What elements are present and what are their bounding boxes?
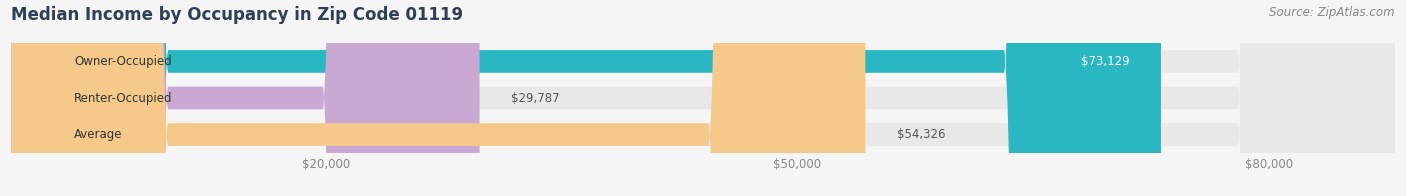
FancyBboxPatch shape [11, 0, 1395, 196]
Text: $54,326: $54,326 [897, 128, 945, 141]
Text: Renter-Occupied: Renter-Occupied [75, 92, 173, 104]
Text: $29,787: $29,787 [510, 92, 560, 104]
Text: Median Income by Occupancy in Zip Code 01119: Median Income by Occupancy in Zip Code 0… [11, 6, 464, 24]
Text: Source: ZipAtlas.com: Source: ZipAtlas.com [1270, 6, 1395, 19]
Text: Owner-Occupied: Owner-Occupied [75, 55, 172, 68]
FancyBboxPatch shape [11, 0, 1395, 196]
FancyBboxPatch shape [11, 0, 1161, 196]
Text: $73,129: $73,129 [1081, 55, 1129, 68]
FancyBboxPatch shape [11, 0, 865, 196]
FancyBboxPatch shape [11, 0, 1395, 196]
Text: Average: Average [75, 128, 122, 141]
FancyBboxPatch shape [11, 0, 479, 196]
